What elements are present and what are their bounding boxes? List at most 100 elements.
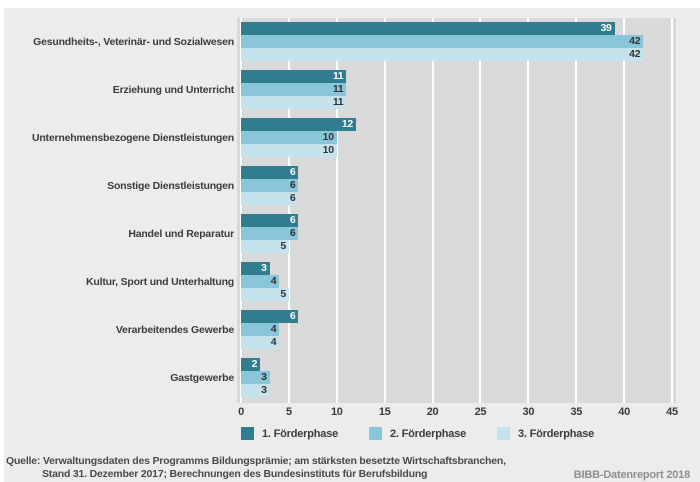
gridline-0: [240, 18, 242, 403]
bar-value-label: 6: [289, 192, 296, 204]
legend-label: 3. Förderphase: [518, 427, 595, 440]
bar-value-label: 6: [289, 227, 296, 239]
bar: 11: [241, 70, 347, 83]
x-axis: 0 5 10 15 20 25 30 35 40 45: [237, 406, 678, 420]
bar-value-label: 10: [322, 144, 334, 156]
category-label: Verarbeitendes Gewerbe: [115, 323, 234, 336]
bar-value-label: 2: [251, 358, 258, 370]
bar-value-label: 3: [261, 384, 267, 396]
x-tick-label: 5: [285, 406, 292, 418]
bar-value-label: 3: [261, 371, 267, 383]
bar-value-label: 42: [629, 35, 641, 47]
bar: 10: [241, 144, 337, 157]
category-label: Erziehung und Unterricht: [112, 83, 234, 96]
category-label: Gastgewerbe: [170, 371, 234, 384]
gridline-45: [671, 18, 673, 403]
bar: 4: [241, 323, 280, 336]
bar: 42: [241, 35, 644, 48]
bar-value-label: 42: [629, 48, 641, 60]
bar: 6: [241, 166, 299, 179]
bar: 2: [241, 358, 261, 371]
bar-value-label: 6: [289, 214, 296, 226]
gridline-30: [527, 18, 530, 403]
bar: 3: [241, 384, 270, 397]
legend-swatch: [369, 427, 382, 440]
gridline-5: [287, 18, 290, 403]
gridline-40: [623, 18, 626, 403]
bar: 39: [241, 22, 615, 35]
category-label: Kultur, Sport und Unterhaltung: [86, 275, 234, 288]
bar-value-label: 12: [341, 118, 353, 130]
x-tick-label: 45: [666, 406, 678, 418]
category-label: Handel und Reparatur: [128, 227, 234, 240]
x-tick-label: 15: [378, 406, 391, 418]
legend-item: 1. Förderphase: [241, 427, 369, 440]
gridline-35: [575, 18, 578, 403]
source-note: Quelle: Verwaltungsdaten des Programms B…: [6, 455, 506, 481]
x-tick-label: 40: [618, 406, 630, 418]
bar-value-label: 3: [261, 262, 267, 274]
legend: 1. Förderphase 2. Förderphase 3. Förderpha…: [241, 427, 625, 440]
legend-item: 3. Förderphase: [497, 427, 625, 440]
bar: 42: [241, 48, 644, 61]
bar: 3: [241, 371, 270, 384]
bar: 10: [241, 131, 337, 144]
legend-item: 2. Förderphase: [369, 427, 497, 440]
legend-swatch: [497, 427, 510, 440]
x-tick-label: 30: [522, 406, 535, 418]
legend-swatch: [241, 427, 254, 440]
bar-value-label: 6: [289, 310, 296, 322]
bar: 5: [241, 288, 289, 301]
bar: 6: [241, 227, 299, 240]
bar: 11: [241, 83, 347, 96]
category-label: Sonstige Dienstleistungen: [107, 179, 234, 192]
x-tick-label: 0: [238, 406, 244, 418]
bar-value-label: 11: [332, 96, 344, 108]
gridline-20: [431, 18, 434, 403]
bar-group: 39 42 42: [237, 22, 676, 61]
source-line-2: Stand 31. Dezember 2017; Berechnungen de…: [42, 468, 428, 480]
bar: 12: [241, 118, 356, 131]
bar-value-label: 4: [270, 323, 277, 335]
bar: 4: [241, 336, 280, 349]
gridline-15: [383, 18, 386, 403]
bar-value-label: 6: [289, 179, 296, 191]
bar-value-label: 39: [600, 22, 612, 34]
bar: 5: [241, 240, 289, 253]
bar-value-label: 4: [270, 275, 277, 287]
x-tick-label: 20: [426, 406, 439, 418]
bar: 11: [241, 96, 347, 109]
bar-group: 12 10 10: [237, 118, 676, 157]
bar: 6: [241, 214, 299, 227]
legend-label: 1. Förderphase: [262, 427, 339, 440]
bar-value-label: 11: [332, 70, 344, 82]
bar-value-label: 10: [322, 131, 334, 143]
figure: Gesundheits-, Veterinär- und Sozialwesen…: [4, 8, 700, 482]
bar: 6: [241, 310, 299, 323]
bar-value-label: 6: [289, 166, 296, 178]
bar: 6: [241, 179, 299, 192]
x-tick-label: 35: [570, 406, 583, 418]
bar-value-label: 4: [270, 336, 277, 348]
category-label: Unternehmensbezogene Dienstleistungen: [31, 131, 234, 144]
bar-value-label: 11: [332, 83, 344, 95]
plot-area: 39 42 42 11 11 11 12 10 10 6 6 6 6 6 5 3 4 5 6 4 4 2 3 3: [237, 18, 676, 403]
credit-label: BIBB-Datenreport 2018: [573, 469, 690, 481]
gridline-10: [335, 18, 338, 403]
bar-value-label: 5: [280, 240, 286, 252]
bar: 3: [241, 262, 270, 275]
bar-group: 11 11 11: [237, 70, 676, 109]
x-tick-label: 10: [330, 406, 343, 418]
source-line-1: Quelle: Verwaltungsdaten des Programms B…: [6, 455, 506, 467]
bar-value-label: 5: [280, 288, 286, 300]
category-axis: Gesundheits-, Veterinär- und Sozialwesen…: [4, 18, 235, 403]
gridline-25: [479, 18, 482, 403]
bar: 4: [241, 275, 280, 288]
bar: 6: [241, 192, 299, 205]
